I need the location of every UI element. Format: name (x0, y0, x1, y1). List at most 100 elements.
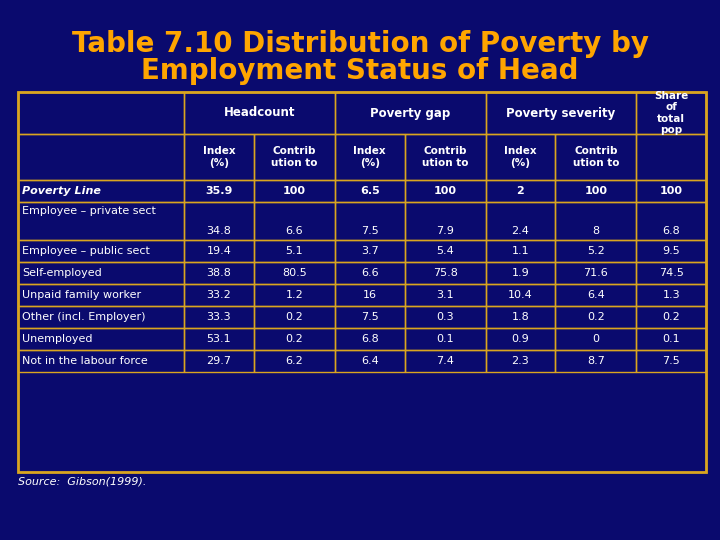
Text: 1.3: 1.3 (662, 290, 680, 300)
Text: 1.8: 1.8 (512, 312, 529, 322)
Bar (18, 202, 184, 240)
Bar (555, 262, 636, 284)
Bar (184, 284, 253, 306)
Bar (405, 284, 486, 306)
Bar (335, 240, 405, 262)
Text: Not in the labour force: Not in the labour force (22, 356, 148, 366)
Bar (253, 180, 335, 202)
Bar (18, 180, 184, 202)
Text: Share
of
total
pop: Share of total pop (654, 91, 688, 136)
Bar (335, 134, 405, 180)
Bar (636, 134, 706, 180)
Bar (18, 262, 184, 284)
Bar (184, 306, 253, 328)
Bar (405, 180, 486, 202)
Text: Index
(%): Index (%) (504, 146, 537, 168)
Bar (486, 328, 555, 350)
Text: Contrib
ution to: Contrib ution to (422, 146, 468, 168)
Bar (555, 180, 636, 202)
Bar (636, 202, 706, 240)
Bar (486, 306, 555, 328)
Text: Employee – private sect: Employee – private sect (22, 206, 156, 216)
Text: 35.9: 35.9 (205, 186, 233, 196)
Bar (486, 134, 555, 180)
Text: Headcount: Headcount (224, 106, 295, 119)
Bar (555, 202, 636, 240)
Text: Poverty severity: Poverty severity (506, 106, 616, 119)
Text: 0.2: 0.2 (662, 312, 680, 322)
Text: Employee – public sect: Employee – public sect (22, 246, 150, 256)
Text: Unemployed: Unemployed (22, 334, 92, 344)
Text: 7.5: 7.5 (361, 226, 379, 236)
Bar (18, 240, 184, 262)
Text: 2: 2 (516, 186, 524, 196)
Text: Index
(%): Index (%) (202, 146, 235, 168)
Text: 0.1: 0.1 (436, 334, 454, 344)
Text: 2.4: 2.4 (511, 226, 529, 236)
Bar (486, 240, 555, 262)
Bar (486, 92, 636, 134)
Bar (636, 92, 706, 134)
Text: 0: 0 (593, 334, 599, 344)
Text: 100: 100 (585, 186, 608, 196)
Text: Table 7.10 Distribution of Poverty by: Table 7.10 Distribution of Poverty by (71, 30, 649, 58)
Text: 100: 100 (283, 186, 306, 196)
Bar (18, 92, 184, 134)
Bar (335, 92, 486, 134)
Bar (486, 284, 555, 306)
Bar (253, 328, 335, 350)
Bar (253, 284, 335, 306)
Text: 6.8: 6.8 (662, 226, 680, 236)
Text: 53.1: 53.1 (207, 334, 231, 344)
Text: 7.5: 7.5 (662, 356, 680, 366)
Text: 6.4: 6.4 (587, 290, 605, 300)
Bar (184, 92, 335, 134)
Bar (405, 328, 486, 350)
Text: 0.2: 0.2 (286, 312, 303, 322)
Bar (335, 284, 405, 306)
Text: 10.4: 10.4 (508, 290, 533, 300)
Bar (405, 262, 486, 284)
Bar (184, 350, 253, 372)
Bar (636, 284, 706, 306)
Text: Source:  Gibson(1999).: Source: Gibson(1999). (18, 477, 146, 487)
Text: Other (incl. Employer): Other (incl. Employer) (22, 312, 145, 322)
Bar (253, 202, 335, 240)
Text: 6.6: 6.6 (286, 226, 303, 236)
Text: 7.5: 7.5 (361, 312, 379, 322)
Text: 1.1: 1.1 (512, 246, 529, 256)
Bar (253, 134, 335, 180)
Text: 16: 16 (363, 290, 377, 300)
Text: 74.5: 74.5 (659, 268, 684, 278)
Bar (335, 306, 405, 328)
Text: 0.2: 0.2 (286, 334, 303, 344)
Bar (555, 306, 636, 328)
Text: 6.2: 6.2 (286, 356, 303, 366)
Text: 100: 100 (660, 186, 683, 196)
Bar (184, 262, 253, 284)
Text: 34.8: 34.8 (207, 226, 231, 236)
Text: 29.7: 29.7 (207, 356, 232, 366)
Bar (184, 134, 253, 180)
Text: Poverty gap: Poverty gap (370, 106, 451, 119)
Bar (405, 350, 486, 372)
Text: 0.9: 0.9 (512, 334, 529, 344)
Text: 33.3: 33.3 (207, 312, 231, 322)
Bar (486, 262, 555, 284)
Text: 5.4: 5.4 (436, 246, 454, 256)
Bar (636, 240, 706, 262)
Bar (253, 262, 335, 284)
Text: 3.7: 3.7 (361, 246, 379, 256)
Bar (18, 328, 184, 350)
Bar (18, 134, 184, 180)
Text: 1.2: 1.2 (286, 290, 303, 300)
Bar (335, 202, 405, 240)
Bar (555, 328, 636, 350)
Bar (555, 134, 636, 180)
Text: Unpaid family worker: Unpaid family worker (22, 290, 141, 300)
Bar (636, 328, 706, 350)
Bar (184, 202, 253, 240)
Text: 6.6: 6.6 (361, 268, 379, 278)
Text: 75.8: 75.8 (433, 268, 457, 278)
Text: Poverty Line: Poverty Line (22, 186, 101, 196)
